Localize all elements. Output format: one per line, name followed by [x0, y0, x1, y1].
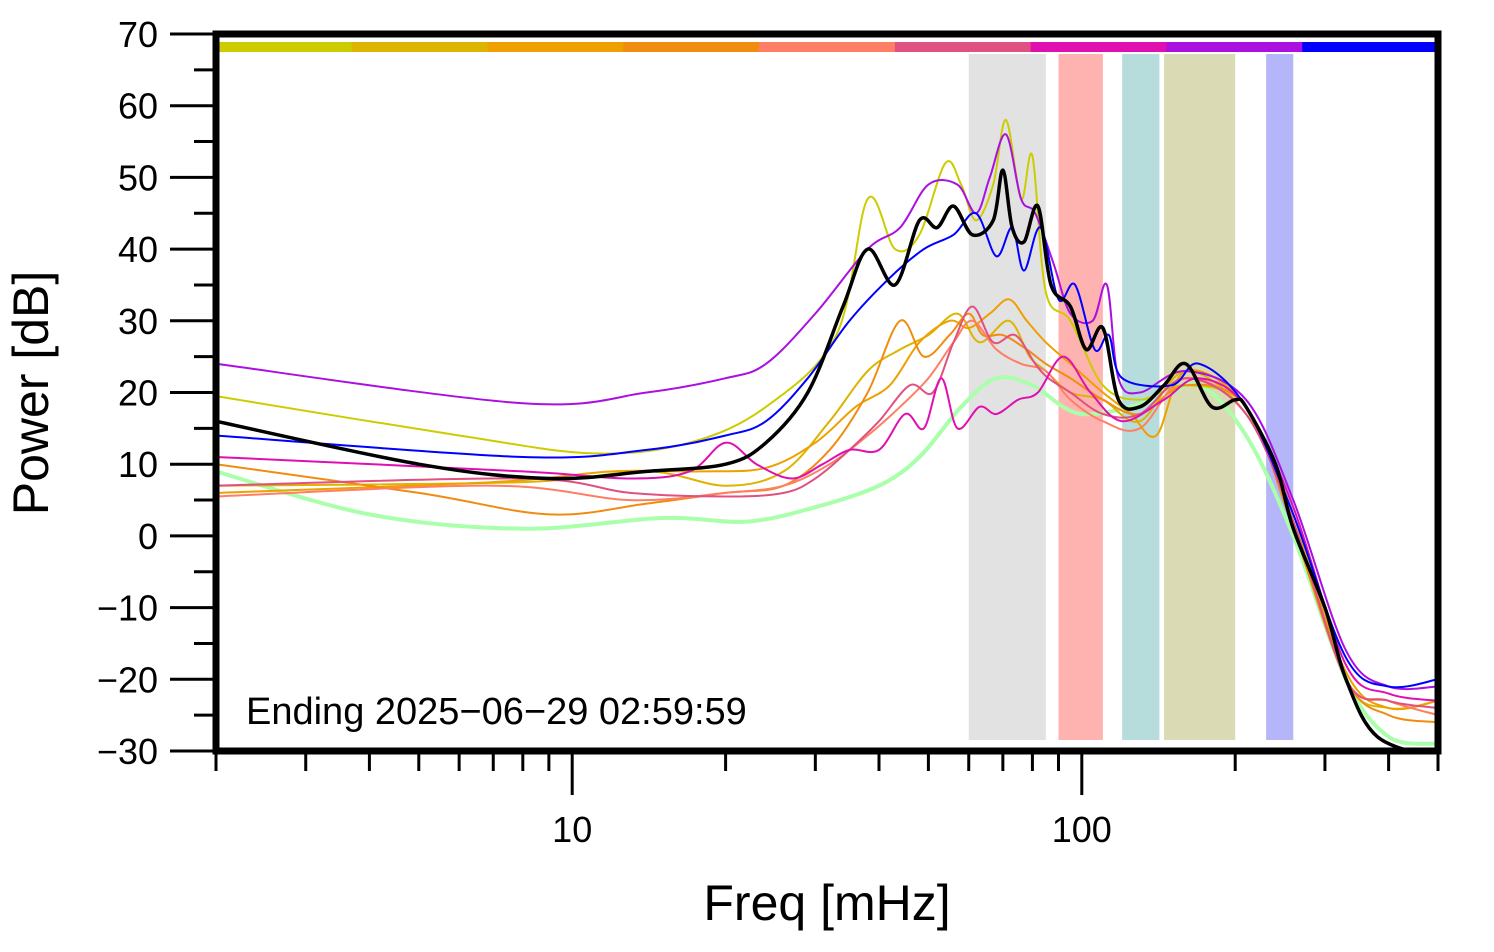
hour-bar-segment-2 — [351, 42, 489, 52]
x-axis-title: Freq [mHz] — [703, 875, 950, 931]
plot-frame — [212, 30, 1442, 755]
series-line-3 — [216, 312, 1438, 710]
y-tick-label: 0 — [138, 516, 158, 557]
hour-bar-segment-9 — [1302, 42, 1439, 52]
x-axis: 10 100 — [214, 751, 1440, 850]
series-line-2 — [216, 118, 1438, 717]
hour-bar-segment-1 — [216, 42, 353, 52]
y-tick-label: 40 — [118, 229, 158, 270]
y-tick-label: 50 — [118, 157, 158, 198]
hour-bar-segment-3 — [487, 42, 624, 52]
hour-bar-segment-4 — [623, 42, 760, 52]
hour-color-bar — [216, 42, 1439, 52]
y-axis-title: Power [dB] — [3, 271, 59, 516]
hour-bar-segment-5 — [759, 42, 896, 52]
y-tick-label: −30 — [97, 731, 158, 772]
y-tick-label: −10 — [97, 588, 158, 629]
band-5 — [1266, 54, 1294, 740]
y-tick-label: 30 — [118, 301, 158, 342]
series-line-8 — [216, 355, 1438, 702]
y-tick-label: 20 — [118, 373, 158, 414]
y-tick-label: 10 — [118, 444, 158, 485]
series-line-11 — [216, 168, 1417, 751]
spectrum-series — [216, 118, 1438, 751]
y-tick-label: −20 — [97, 659, 158, 700]
x-tick-label: 10 — [552, 809, 592, 850]
y-tick-label: 70 — [118, 14, 158, 55]
band-1 — [968, 54, 1046, 740]
y-tick-label: 60 — [118, 86, 158, 127]
series-line-7 — [216, 305, 1438, 709]
series-line-9 — [216, 133, 1438, 691]
y-axis: −30 −20 −10 0 10 20 30 40 50 60 70 — [97, 14, 216, 772]
band-4 — [1164, 54, 1236, 740]
series-line-1 — [216, 374, 1438, 746]
x-tick-label: 100 — [1052, 809, 1112, 850]
hour-bar-segment-8 — [1166, 42, 1303, 52]
hour-bar-segment-7 — [1030, 42, 1167, 52]
time-annotation: Ending 2025−06−29 02:59:59 — [246, 691, 747, 733]
hour-bar-segment-6 — [894, 42, 1032, 52]
